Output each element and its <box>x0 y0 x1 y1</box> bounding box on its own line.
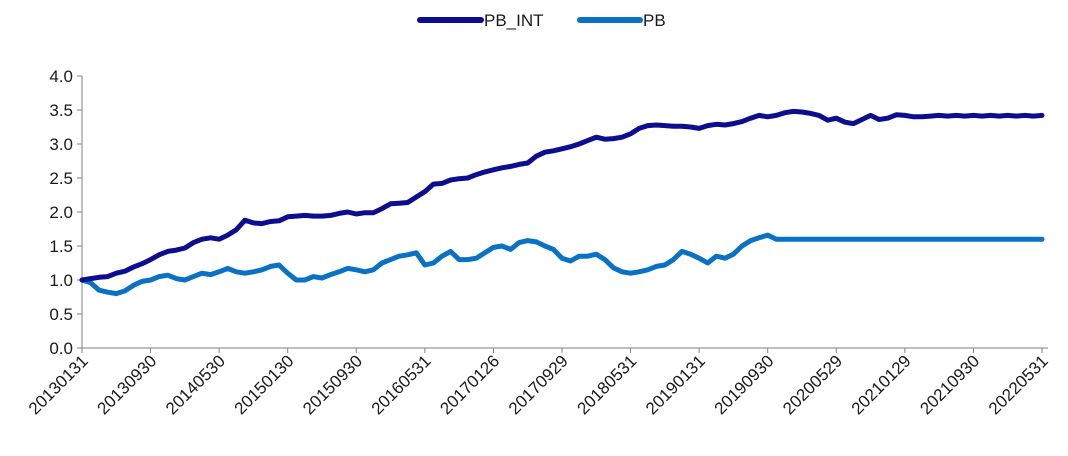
x-tick-label: 20130930 <box>93 351 160 418</box>
x-tick-label: 20170126 <box>436 351 503 418</box>
x-tick-label: 20150930 <box>299 351 366 418</box>
series-line-pb <box>79 232 1045 297</box>
x-tick-label: 20210129 <box>848 351 915 418</box>
y-tick-label: 2.5 <box>49 169 73 188</box>
x-tick-label: 20190131 <box>642 351 709 418</box>
y-tick-label: 3.0 <box>49 135 73 154</box>
y-tick-label: 1.0 <box>49 271 73 290</box>
x-tick-label: 20180531 <box>573 351 640 418</box>
x-tick-label: 20140530 <box>162 351 229 418</box>
y-tick-label: 3.5 <box>49 101 73 120</box>
x-axis: 20130131 20130930 20140530 20150130 20150930… <box>25 347 1052 418</box>
x-tick-label: 20130131 <box>25 351 92 418</box>
chart-legend: PB_INT PB <box>417 11 666 30</box>
y-tick-label: 2.0 <box>49 203 73 222</box>
y-tick-label: 0.5 <box>49 305 73 324</box>
y-tick-label: 0.0 <box>49 339 73 358</box>
x-tick-label: 20160531 <box>368 351 435 418</box>
legend-label-pb-int: PB_INT <box>484 11 544 30</box>
legend-label-pb: PB <box>643 11 666 30</box>
y-axis: 0.0 0.5 1.0 1.5 2.0 2.5 3.0 3.5 4.0 <box>49 67 83 358</box>
x-tick-label: 20220531 <box>985 351 1052 418</box>
chart-series <box>79 108 1045 297</box>
x-tick-label: 20150130 <box>231 351 298 418</box>
x-tick-label: 20200529 <box>779 351 846 418</box>
y-tick-label: 4.0 <box>49 67 73 86</box>
x-tick-label: 20210930 <box>916 351 983 418</box>
x-tick-label: 20190930 <box>711 351 778 418</box>
series-line-pb-int <box>79 108 1045 283</box>
x-tick-label: 20170929 <box>505 351 572 418</box>
y-tick-label: 1.5 <box>49 237 73 256</box>
